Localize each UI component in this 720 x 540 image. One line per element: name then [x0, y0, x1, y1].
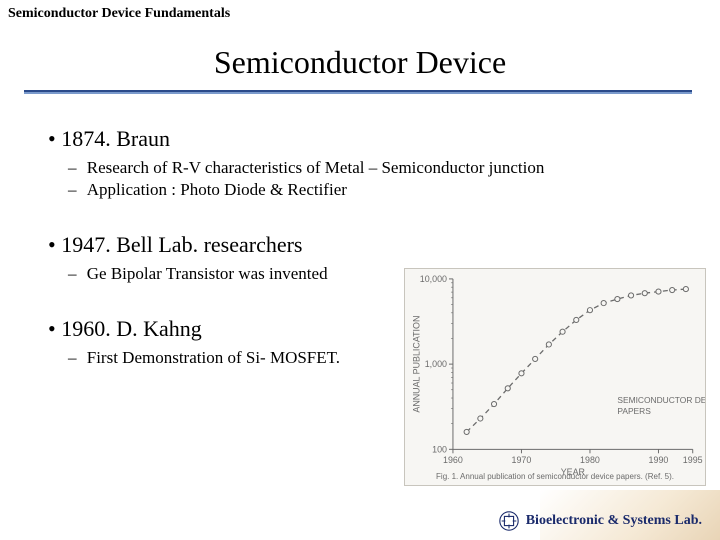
chart-svg: 1001,00010,00019601970198019901995YEARAN…	[405, 269, 705, 485]
publication-chart: 1001,00010,00019601970198019901995YEARAN…	[404, 268, 706, 486]
footer: Bioelectronic & Systems Lab.	[498, 510, 702, 532]
svg-text:1,000: 1,000	[425, 359, 447, 369]
svg-text:1980: 1980	[580, 455, 600, 465]
bullet-1-sub-1: Research of R-V characteristics of Metal…	[88, 158, 678, 178]
svg-text:1970: 1970	[512, 455, 532, 465]
svg-text:10,000: 10,000	[420, 274, 447, 284]
bullet-1-sub-2: Application : Photo Diode & Rectifier	[88, 180, 678, 200]
footer-lab-name: Bioelectronic & Systems Lab.	[526, 513, 702, 529]
svg-text:1995: 1995	[683, 455, 703, 465]
svg-text:1960: 1960	[443, 455, 463, 465]
svg-text:SEMICONDUCTOR DEVICE: SEMICONDUCTOR DEVICE	[617, 395, 705, 405]
svg-text:ANNUAL PUBLICATION: ANNUAL PUBLICATION	[411, 316, 421, 413]
bullet-2: 1947. Bell Lab. researchers	[48, 232, 678, 258]
svg-text:100: 100	[432, 444, 447, 454]
page-title: Semiconductor Device	[214, 44, 506, 80]
svg-text:1990: 1990	[649, 455, 669, 465]
chart-caption: Fig. 1. Annual publication of semiconduc…	[405, 472, 705, 481]
header-label: Semiconductor Device Fundamentals	[8, 6, 230, 22]
title-wrap: Semiconductor Device	[0, 44, 720, 81]
title-underline	[24, 90, 692, 94]
lab-logo-icon	[498, 510, 520, 532]
svg-text:PAPERS: PAPERS	[617, 406, 651, 416]
bullet-1: 1874. Braun	[48, 126, 678, 152]
